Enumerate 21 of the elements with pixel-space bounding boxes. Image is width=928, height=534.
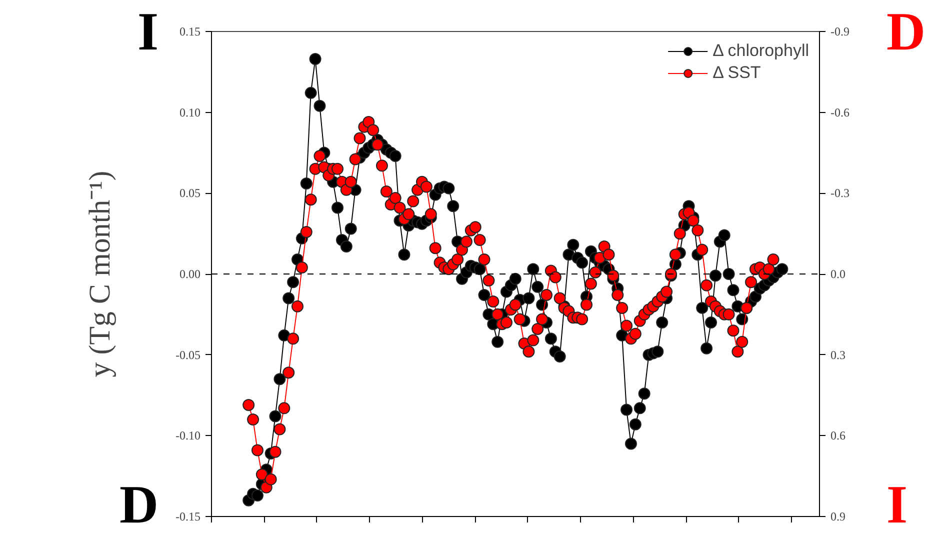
y-tick-label: -0.15	[176, 510, 201, 524]
y-axis-title: y (Tg C month⁻¹)	[84, 170, 117, 378]
y2-tick-label: -0.3	[830, 186, 850, 200]
legend-label: Δ chlorophyll	[712, 41, 809, 61]
text: I	[886, 474, 908, 534]
y-tick-label: 0.10	[180, 105, 200, 120]
y2-tick-label: 0.9	[830, 510, 846, 524]
text: D	[120, 474, 159, 534]
y-tick-label: 0.05	[180, 186, 200, 200]
text: D	[886, 2, 926, 62]
text: I	[137, 2, 158, 62]
y-tick-label: -0.10	[176, 428, 201, 443]
y2-tick-label: 0.6	[830, 428, 846, 443]
y2-tick-label: -0.9	[830, 24, 850, 38]
y2-tick-label: 0.3	[830, 348, 846, 362]
y2-tick-label: 0.0	[830, 267, 846, 281]
y2-tick-label: -0.6	[830, 105, 850, 120]
y-tick-label: 0.15	[180, 24, 200, 38]
legend-label: Δ SST	[712, 63, 761, 83]
y-tick-label: -0.05	[176, 348, 201, 362]
y-tick-label: 0.00	[180, 267, 200, 281]
